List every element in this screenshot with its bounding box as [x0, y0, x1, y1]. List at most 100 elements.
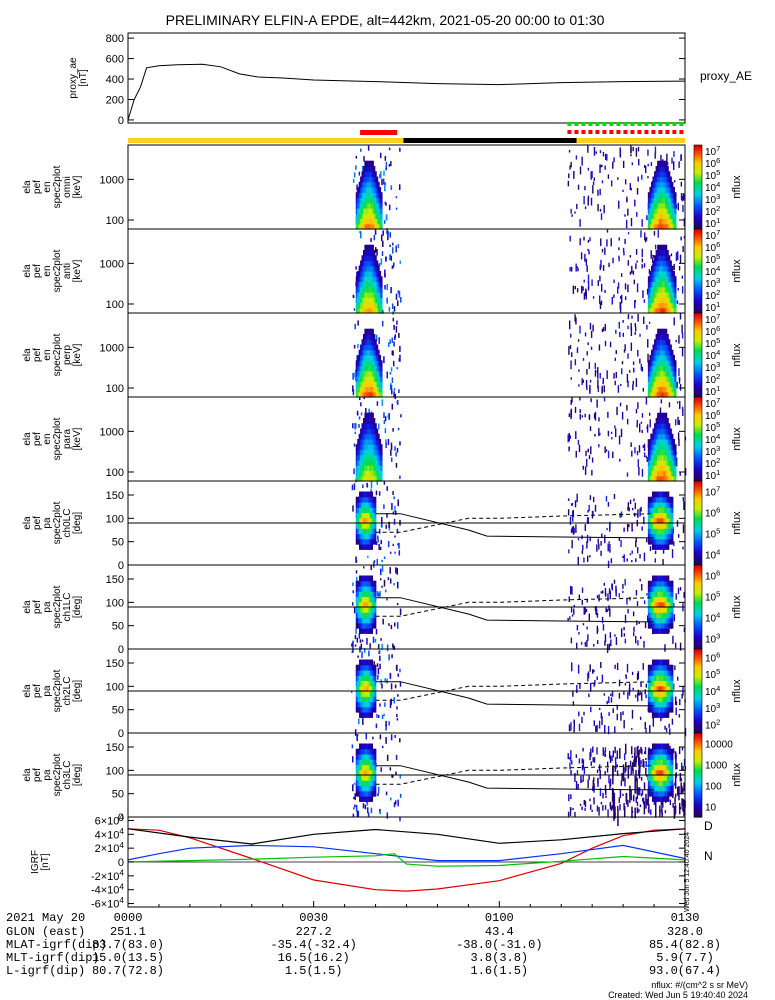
panel7-ylabel-line: [deg] — [72, 680, 83, 702]
panel6-colorbar-cell — [694, 597, 702, 600]
spectrogram-cell — [653, 591, 656, 598]
spectrogram-cell — [649, 586, 652, 592]
spectrogram-cell — [647, 475, 651, 482]
spectrogram-cell — [374, 355, 377, 361]
speckle — [368, 408, 370, 416]
spectrogram-cell — [669, 307, 672, 314]
red-dash — [567, 130, 572, 134]
spectrogram-cell — [360, 454, 363, 461]
spectrogram-cell — [656, 607, 659, 613]
spectrogram-cell — [658, 166, 662, 172]
spectrogram-cell — [360, 208, 363, 214]
spectrogram-cell — [374, 339, 377, 346]
spectrogram-cell — [668, 528, 671, 535]
speckle — [361, 165, 364, 171]
spectrogram-cell — [357, 297, 360, 304]
spectrogram-cell — [674, 360, 677, 367]
spectrogram-cell — [672, 297, 675, 304]
panel2-colorbar-tick-base: 10 — [705, 267, 717, 278]
spectrogram-cell — [652, 271, 655, 277]
speckle — [391, 654, 393, 659]
speckle — [358, 416, 361, 420]
speckle — [598, 707, 601, 711]
speckle — [389, 244, 391, 247]
speckle — [574, 314, 576, 322]
spectrogram-cell — [671, 496, 674, 503]
speckle — [604, 247, 606, 255]
panel7-colorbar-cell — [694, 728, 702, 731]
panel3-ytick-label: 1000 — [100, 342, 124, 354]
panel6-colorbar-cell — [694, 604, 702, 607]
panel7-colorbar-cell — [694, 700, 702, 703]
spectrogram-cell — [660, 628, 663, 634]
panel3-colorbar-cell — [694, 327, 702, 329]
speckle — [595, 151, 597, 154]
spectrogram-cell — [378, 302, 382, 309]
spectrogram-cell — [371, 381, 374, 388]
speckle — [630, 323, 632, 330]
spectrogram-cell — [652, 302, 655, 309]
speckle — [358, 633, 361, 639]
spectrogram-cell — [661, 166, 665, 172]
speckle — [383, 713, 385, 717]
spectrogram-cell — [374, 670, 377, 676]
spectrogram-cell — [651, 523, 655, 529]
spectrogram-cell — [663, 475, 666, 482]
spectrogram-cell — [359, 496, 361, 503]
spectrogram-cell — [654, 381, 657, 388]
spectrogram-cell — [671, 685, 674, 692]
speckle — [596, 640, 599, 645]
speckle — [632, 507, 634, 511]
spectrogram-cell — [662, 628, 666, 634]
spectrogram-cell — [355, 302, 358, 309]
panel6-colorbar-cell — [694, 612, 702, 615]
speckle — [596, 724, 598, 732]
spectrogram-cell — [367, 454, 370, 461]
panel5-colorbar-cell — [694, 556, 702, 559]
speckle — [630, 187, 632, 191]
spectrogram-cell — [368, 197, 371, 204]
panel3-colorbar-cell — [694, 342, 702, 345]
panel2-colorbar-cell — [694, 297, 702, 300]
spectrogram-cell — [664, 523, 667, 529]
speckle — [395, 207, 398, 210]
speckle — [570, 637, 573, 644]
spectrogram-cell — [671, 439, 674, 445]
spectrogram-cell — [650, 297, 654, 304]
spectrogram-cell — [356, 622, 359, 629]
spectrogram-cell — [371, 276, 374, 283]
spectrogram-cell — [666, 423, 669, 430]
green-dash — [574, 122, 579, 126]
spectrogram-cell — [654, 544, 657, 550]
spectrogram-cell — [368, 659, 371, 666]
spectrogram-cell — [666, 297, 669, 304]
spectrogram-cell — [649, 675, 652, 682]
speckle — [353, 308, 356, 311]
spectrogram-cell — [365, 523, 368, 529]
spectrogram-cell — [668, 496, 671, 503]
spectrogram-cell — [364, 586, 367, 592]
spectrogram-cell — [377, 433, 380, 440]
speckle — [361, 639, 364, 642]
panel6-colorbar-tick-base: 10 — [705, 572, 717, 583]
spectrogram-cell — [660, 622, 663, 629]
spectrogram-cell — [371, 670, 374, 676]
spectrogram-cell — [378, 465, 382, 472]
spectrogram-cell — [358, 213, 361, 220]
spectrogram-cell — [364, 502, 367, 508]
speckle — [600, 591, 603, 594]
spectrogram-cell — [367, 601, 370, 608]
speckle — [376, 591, 379, 597]
spectrogram-cell — [367, 696, 370, 703]
spectrogram-cell — [373, 260, 376, 267]
spectrogram-cell — [367, 580, 370, 587]
spectrogram-cell — [372, 617, 375, 624]
spectrogram-cell — [652, 386, 655, 393]
speckle — [383, 481, 386, 485]
spectrogram-cell — [373, 428, 376, 435]
speckle — [584, 641, 587, 647]
spectrogram-cell — [660, 386, 663, 393]
speckle — [673, 614, 676, 622]
spectrogram-cell — [661, 470, 665, 477]
spectrogram-cell — [664, 575, 667, 582]
